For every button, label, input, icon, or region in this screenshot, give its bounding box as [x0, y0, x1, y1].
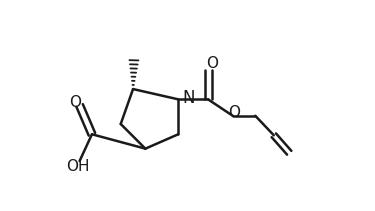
Text: O: O: [206, 56, 218, 71]
Text: O: O: [228, 105, 240, 120]
Text: O: O: [69, 95, 81, 110]
Text: OH: OH: [66, 159, 89, 174]
Text: N: N: [182, 89, 195, 107]
